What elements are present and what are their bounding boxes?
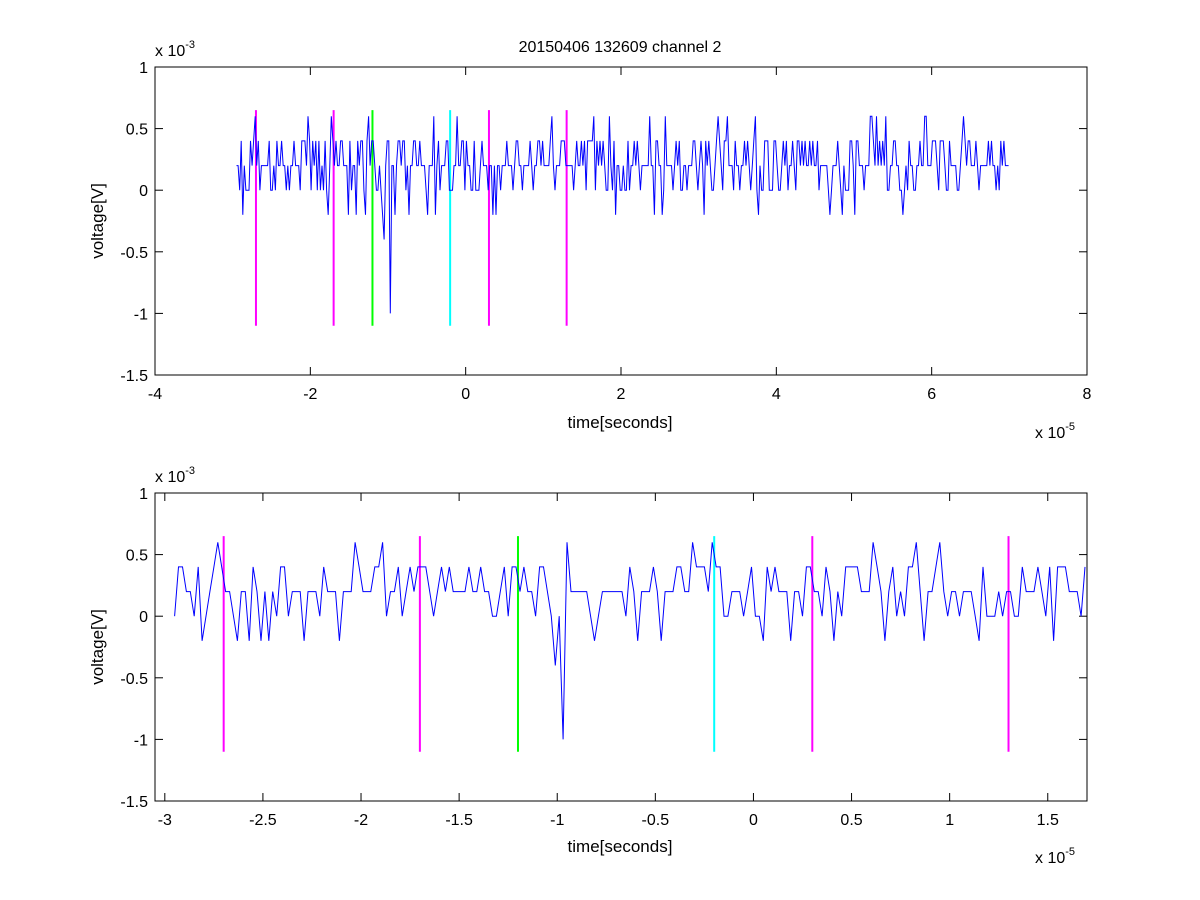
y-tick-label: 0 xyxy=(139,183,148,200)
x-tick-label: -2 xyxy=(303,386,317,403)
x-tick-label: 0.5 xyxy=(840,812,862,829)
signal-trace xyxy=(174,542,1086,740)
y-exponent-base: x 10 xyxy=(155,469,185,486)
x-ticks: -4 -2 0 2 4 6 8 xyxy=(148,67,1092,403)
x-axis-label: time[seconds] xyxy=(568,837,673,856)
y-tick-label: -1 xyxy=(134,306,148,323)
y-ticks: -1.5 -1 -0.5 0 0.5 1 xyxy=(120,486,1087,811)
axes-top: -1.5-1-0.500.51 -4 -2 0 2 4 6 8 time[seconds] … xyxy=(88,39,1092,442)
y-tick-label: -1 xyxy=(134,732,148,749)
x-tick-label: 8 xyxy=(1083,386,1092,403)
x-tick-label: 6 xyxy=(927,386,936,403)
event-markers xyxy=(222,536,1010,752)
x-tick-label: 2 xyxy=(617,386,626,403)
plot-area xyxy=(154,492,1088,802)
x-tick-label: -4 xyxy=(148,386,162,403)
y-exponent: x 10-3 xyxy=(155,465,195,486)
x-tick-label: 1.5 xyxy=(1037,812,1059,829)
y-ticks: -1.5 -1 -0.5 0 0.5 1 xyxy=(120,60,1087,385)
x-tick-label: -1.5 xyxy=(445,812,473,829)
x-exponent-base: x 10 xyxy=(1035,425,1065,442)
x-axis-label: time[seconds] xyxy=(568,413,673,432)
x-tick-label: 0 xyxy=(461,386,470,403)
plot-area xyxy=(154,66,1088,376)
x-tick-label: -0.5 xyxy=(642,812,670,829)
x-tick-label: 0 xyxy=(749,812,758,829)
y-exponent-base: x 10 xyxy=(155,43,185,60)
x-tick-label: -3 xyxy=(158,812,172,829)
x-exponent: x 10-5 xyxy=(1035,846,1075,867)
x-tick-label: 4 xyxy=(772,386,781,403)
y-tick-label: 0.5 xyxy=(126,122,148,139)
signal-line xyxy=(174,542,1086,740)
signal-trace xyxy=(236,115,1009,314)
x-tick-label: -2 xyxy=(354,812,368,829)
y-tick-label: -0.5 xyxy=(120,671,148,688)
y-tick-label: 0 xyxy=(139,609,148,626)
y-tick-label: -0.5 xyxy=(120,245,148,262)
y-tick-label: 1 xyxy=(139,60,148,77)
x-ticks: -3 -2.5 -2 -1.5 -1 -0.5 0 0.5 1 1.5 xyxy=(158,493,1059,829)
signal-line xyxy=(236,115,1009,314)
y-tick-label: -1.5 xyxy=(120,368,148,385)
x-exponent-power: -5 xyxy=(1065,421,1075,433)
x-tick-label: 1 xyxy=(945,812,954,829)
y-axis-label: voltage[V] xyxy=(88,609,107,685)
axes-bottom: -1.5 -1 -0.5 0 0.5 1 -3 -2.5 -2 -1.5 -1 -0.5 0 0.5 1 1… xyxy=(88,465,1088,867)
y-tick-label: 0.5 xyxy=(126,548,148,565)
y-tick-label: -1.5 xyxy=(120,794,148,811)
x-tick-label: -1 xyxy=(550,812,564,829)
y-tick-label: 1 xyxy=(139,486,148,503)
y-exponent-power: -3 xyxy=(185,39,195,51)
x-exponent-power: -5 xyxy=(1065,846,1075,858)
y-exponent-power: -3 xyxy=(185,465,195,477)
figure-title: 20150406 132609 channel 2 xyxy=(519,39,722,56)
y-axis-label: voltage[V] xyxy=(88,183,107,259)
y-exponent: x 10-3 xyxy=(155,39,195,60)
x-exponent-base: x 10 xyxy=(1035,850,1065,867)
x-tick-label: -2.5 xyxy=(249,812,277,829)
x-exponent: x 10-5 xyxy=(1035,421,1075,442)
